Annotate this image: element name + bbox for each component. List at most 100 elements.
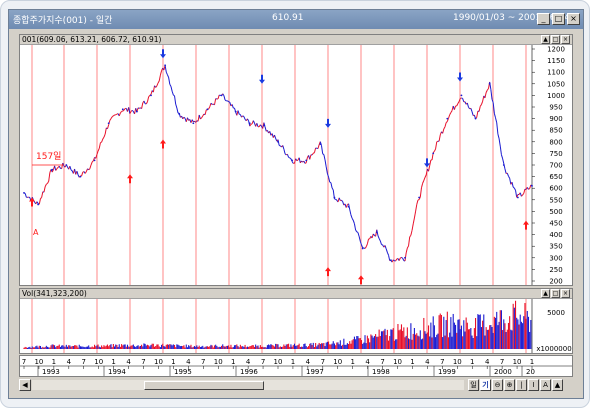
price-segment xyxy=(335,198,338,201)
volume-tick-label: 5000 xyxy=(547,309,565,317)
period-view-button[interactable]: 기 xyxy=(480,379,491,391)
year-label: 1993 xyxy=(42,368,60,376)
month-tick-label: 7 xyxy=(141,358,145,366)
maximize-button[interactable]: □ xyxy=(552,13,565,25)
price-point xyxy=(135,110,138,113)
price-point xyxy=(319,143,322,146)
price-segment xyxy=(435,141,438,149)
daily-view-button[interactable]: 일 xyxy=(468,379,479,391)
price-segment xyxy=(81,172,84,177)
price-tick-label: 1100 xyxy=(547,69,565,77)
price-segment xyxy=(508,175,511,179)
minimize-button[interactable]: _ xyxy=(537,13,550,25)
price-segment xyxy=(202,113,205,117)
price-segment xyxy=(350,214,353,219)
price-segment xyxy=(363,247,366,249)
crosshair-icon[interactable]: | xyxy=(516,379,527,391)
month-tick-label: 1 xyxy=(171,358,175,366)
price-segment xyxy=(495,117,498,123)
price-tick-label: 750 xyxy=(549,150,562,158)
price-segment xyxy=(288,156,290,159)
price-segment xyxy=(82,171,85,173)
price-segment xyxy=(198,114,201,120)
price-segment xyxy=(406,245,409,249)
price-point xyxy=(361,247,364,250)
panel-close-button[interactable]: × xyxy=(561,289,570,298)
price-segment xyxy=(395,258,398,262)
scroll-thumb[interactable] xyxy=(144,381,264,390)
price-segment xyxy=(493,113,497,119)
price-segment xyxy=(461,97,463,99)
price-segment xyxy=(283,148,286,154)
price-segment xyxy=(120,111,122,114)
price-segment xyxy=(46,182,48,185)
panel-restore-button[interactable]: □ xyxy=(551,35,560,44)
price-segment xyxy=(110,116,113,119)
price-segment xyxy=(48,172,51,182)
price-segment xyxy=(317,144,320,149)
price-segment xyxy=(170,86,173,92)
price-segment xyxy=(366,238,370,245)
price-tick-label: 1200 xyxy=(547,46,565,54)
price-tick-label: 200 xyxy=(549,278,562,286)
price-segment xyxy=(519,192,522,197)
price-segment xyxy=(264,126,267,132)
scroll-left-button[interactable]: ◀ xyxy=(19,379,31,391)
price-segment xyxy=(371,233,374,239)
price-segment xyxy=(486,88,489,91)
price-segment xyxy=(313,147,317,153)
price-segment xyxy=(328,177,331,183)
price-segment xyxy=(256,123,259,127)
price-segment xyxy=(359,241,362,246)
panel-restore-button[interactable]: □ xyxy=(551,289,560,298)
indicator-icon[interactable]: I xyxy=(528,379,539,391)
price-tick-label: 800 xyxy=(549,138,562,146)
zoom-out-icon[interactable]: ⊖ xyxy=(492,379,503,391)
price-tick-label: 400 xyxy=(549,231,562,239)
price-segment xyxy=(423,177,426,181)
price-point xyxy=(375,231,378,234)
price-segment xyxy=(506,172,509,177)
month-tick-label: 10 xyxy=(393,358,402,366)
price-segment xyxy=(412,217,415,224)
text-tool-icon[interactable]: A xyxy=(540,379,551,391)
price-segment xyxy=(228,101,230,103)
price-segment xyxy=(329,181,332,184)
window-title: 종합주가지수(001) - 일간 xyxy=(13,16,113,26)
panel-close-button[interactable]: × xyxy=(561,35,570,44)
price-segment xyxy=(176,107,179,114)
panel-up-button[interactable]: ▲ xyxy=(541,289,550,298)
price-segment xyxy=(410,230,413,236)
price-segment xyxy=(277,139,280,146)
panel-up-button[interactable]: ▲ xyxy=(541,35,550,44)
month-tick-label: 1 xyxy=(111,358,115,366)
start-marker: A xyxy=(33,228,39,237)
close-button[interactable]: × xyxy=(567,13,580,25)
zoom-in-icon[interactable]: ⊕ xyxy=(504,379,515,391)
price-segment xyxy=(38,198,41,205)
price-point xyxy=(389,259,392,262)
month-tick-label: 1 xyxy=(52,358,56,366)
window-titlebar[interactable]: 종합주가지수(001) - 일간 610.91 1990/01/03 ~ 200… xyxy=(9,10,583,29)
price-segment xyxy=(378,238,381,242)
price-segment xyxy=(425,168,428,176)
horizontal-scrollbar[interactable] xyxy=(32,380,464,390)
price-segment xyxy=(249,124,252,127)
price-point xyxy=(107,122,110,125)
price-segment xyxy=(159,70,163,76)
price-tick-label: 850 xyxy=(549,127,562,135)
sell-signal-arrow xyxy=(160,49,166,59)
price-segment xyxy=(372,233,375,236)
month-tick-label: 7 xyxy=(22,358,26,366)
price-segment xyxy=(357,232,360,237)
scroll-up-icon[interactable]: ▲ xyxy=(552,379,563,391)
month-tick-label: 4 xyxy=(425,358,430,366)
price-segment xyxy=(123,108,126,111)
month-tick-label: 1 xyxy=(410,358,414,366)
price-segment xyxy=(396,258,399,260)
price-segment xyxy=(401,256,403,259)
volume-chart[interactable]: 5000 x1000000 xyxy=(20,299,572,353)
price-segment xyxy=(349,209,352,215)
price-chart[interactable]: 200 250 300 350 400 450 500 550 600 650 700 750 800 8… xyxy=(20,45,572,285)
price-segment xyxy=(152,85,156,93)
